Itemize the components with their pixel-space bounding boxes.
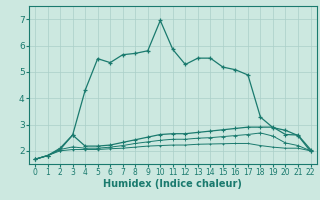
X-axis label: Humidex (Indice chaleur): Humidex (Indice chaleur) — [103, 179, 242, 189]
